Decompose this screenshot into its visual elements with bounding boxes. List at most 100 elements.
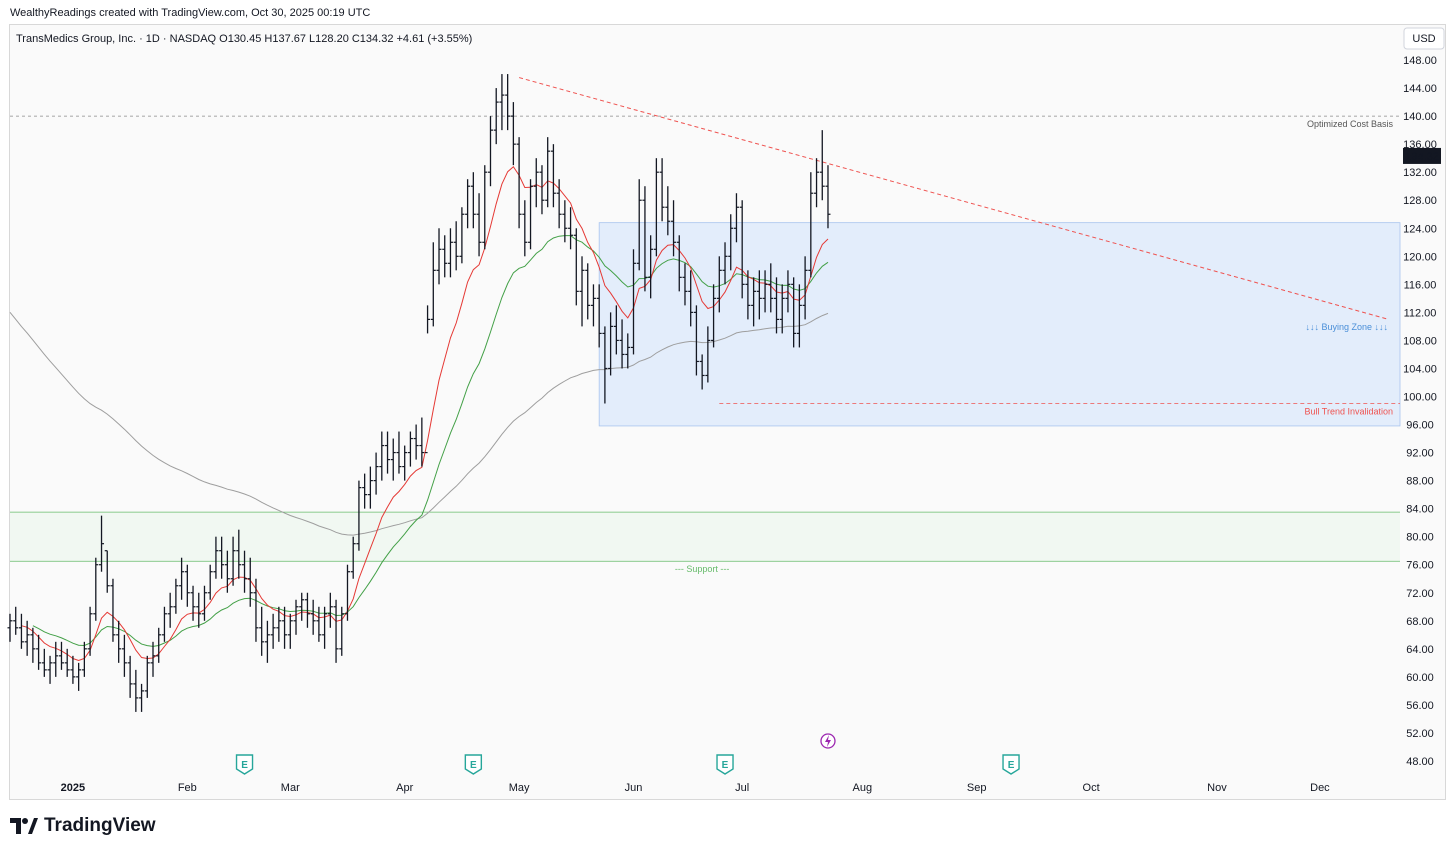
ohlc-bar [253,578,259,642]
ohlc-bar [356,480,362,551]
ohlc-bar [339,606,345,656]
ohlc-bar [30,627,36,663]
ohlc-bar [264,620,270,663]
ohlc-bar [447,228,453,278]
ohlc-bar [276,606,282,642]
time-tick-label: 2025 [61,782,85,794]
ohlc-bar [413,424,419,460]
price-tick-label: 56.00 [1406,700,1434,712]
ohlc-bar [367,466,373,509]
price-tick-label: 144.00 [1403,83,1437,95]
ohlc-bar [436,228,442,285]
ohlc-bar [110,578,116,642]
ohlc-bar [299,592,305,621]
ohlc-bar [293,599,299,635]
ohlc-bar [161,606,167,642]
last-price-label: 134.32 [1405,151,1439,163]
time-tick-label: Mar [281,782,300,794]
price-tick-label: 120.00 [1403,251,1437,263]
ohlc-bar [407,431,413,467]
earnings-icon-shape [235,754,254,775]
earnings-icon-label: E [722,760,729,771]
ohlc-bar [190,585,196,621]
price-tick-label: 132.00 [1403,167,1437,179]
ohlc-bar [259,606,265,656]
ohlc-bar [482,165,488,250]
price-tick-label: 92.00 [1406,448,1434,460]
ohlc-bar [121,634,127,677]
ohlc-bar [99,515,105,572]
earnings-icon-shape [1002,754,1020,775]
price-tick-label: 124.00 [1403,223,1437,235]
ohlc-bar [688,270,694,327]
ohlc-bar [207,564,213,600]
ohlc-bar [453,221,459,271]
ohlc-bar [179,557,185,600]
buying-zone-label: ↓↓↓ Buying Zone ↓↓↓ [1305,322,1388,332]
ohlc-bar [379,431,385,481]
price-tick-label: 116.00 [1404,279,1437,291]
tradingview-logo[interactable]: TradingView [10,815,156,837]
ohlc-bar [774,277,780,334]
lightning-icon [820,733,836,749]
ohlc-bar [7,613,13,642]
ohlc-bar [819,130,825,201]
ohlc-bar [58,641,64,670]
time-tick-label: Apr [396,782,413,794]
descending-trendline [518,77,1389,320]
ohlc-bar [425,305,431,454]
ohlc-bar [596,284,602,348]
earnings-icon[interactable]: E [1002,754,1020,775]
time-tick-label: May [509,782,530,794]
ohlc-bar [619,319,625,369]
time-tick-label: Feb [178,782,197,794]
ohlc-bar [236,529,242,579]
ohlc-bar [167,592,173,628]
ohlc-bar [419,417,425,467]
ohlc-bar [41,648,47,677]
ohlc-bar [287,613,293,649]
earnings-icon[interactable]: E [235,754,254,775]
bull-trend-invalidation-label: Bull Trend Invalidation [1304,407,1393,417]
ohlc-bar [76,662,82,691]
price-tick-label: 104.00 [1403,363,1437,375]
time-tick-label: Oct [1083,782,1100,794]
price-tick-label: 68.00 [1406,616,1434,628]
ohlc-bar [93,557,99,621]
ohlc-bar [362,473,368,509]
time-tick-label: Jun [625,782,643,794]
ohlc-bar [213,536,219,579]
ohlc-bar [385,431,391,474]
earnings-icon[interactable]: E [716,754,734,775]
ohlc-bar [18,613,24,649]
ohlc-bar [173,578,179,614]
time-tick-label: Jul [735,782,749,794]
ohlc-bar [390,438,396,481]
currency-button[interactable]: USD [1403,27,1445,50]
ohlc-bar [705,326,711,383]
optimized-cost-basis-label: Optimized Cost Basis [1307,119,1394,129]
ohlc-bar [150,641,156,677]
ohlc-bar [470,172,476,229]
ohlc-bar [528,179,534,250]
ohlc-bar [81,641,87,677]
ohlc-bar [814,158,820,208]
price-tick-label: 48.00 [1406,756,1434,768]
logo-text: TradingView [44,815,156,836]
moving-averages [9,165,829,662]
earnings-icon-shape [464,754,483,775]
earnings-icon[interactable]: E [464,754,483,775]
price-tick-label: 100.00 [1403,391,1437,403]
price-bars [7,74,831,712]
ohlc-bar [590,284,596,327]
currency-label: USD [1412,33,1435,45]
ohlc-bar [630,249,636,355]
ohlc-bar [768,263,774,313]
price-tick-label: 140.00 [1403,111,1437,123]
ohlc-bar [796,284,802,348]
time-axis: 2025 Feb Mar Apr May Jun Jul Aug Sep Oct Nov Dec E E E… [61,733,1330,794]
ohlc-bar [505,74,511,131]
ohlc-bar [322,606,328,649]
ohlc-bar [791,277,797,348]
